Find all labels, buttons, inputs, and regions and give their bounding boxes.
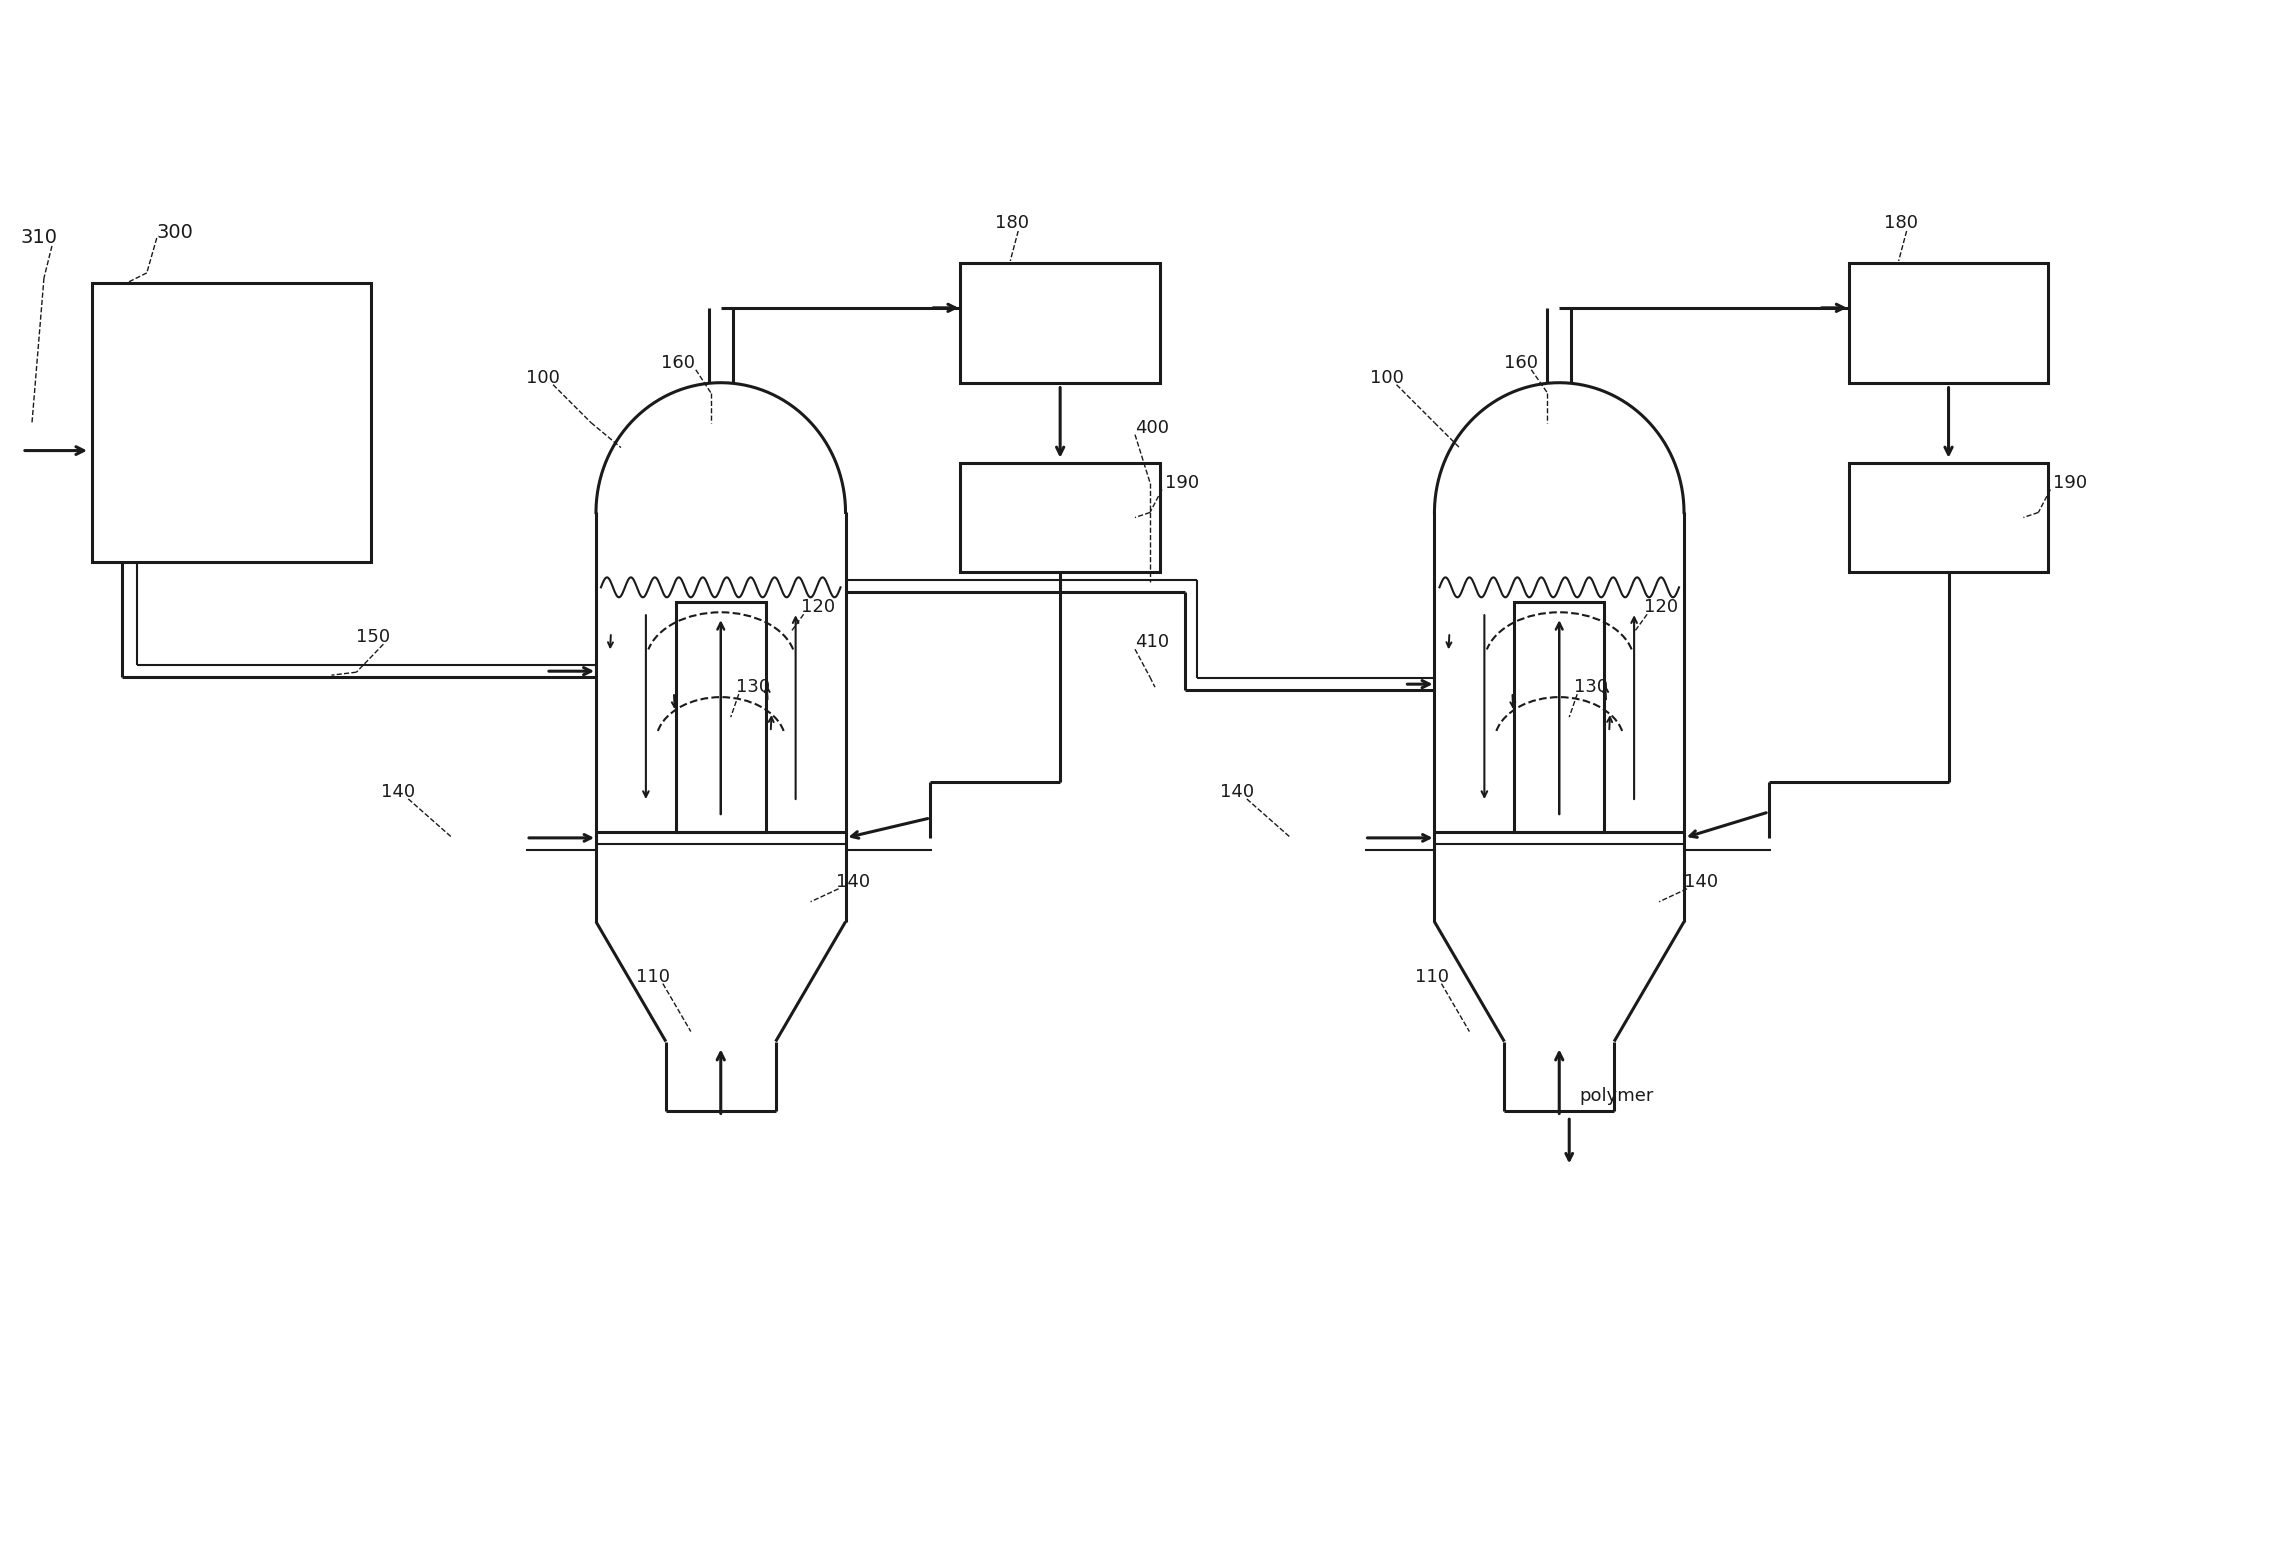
Text: 150: 150: [356, 628, 390, 646]
Text: 300: 300: [157, 224, 194, 242]
Text: 140: 140: [1220, 783, 1255, 800]
Text: 180: 180: [1884, 214, 1918, 231]
Text: 190: 190: [2053, 473, 2087, 492]
Text: 160: 160: [1505, 353, 1537, 372]
Text: 110: 110: [636, 968, 671, 985]
Text: 180: 180: [995, 214, 1029, 231]
Bar: [960, 463, 1161, 572]
Text: 100: 100: [1369, 369, 1403, 387]
Text: 400: 400: [1136, 418, 1168, 436]
Bar: [1515, 603, 1604, 831]
Text: 140: 140: [381, 783, 415, 800]
Text: 110: 110: [1414, 968, 1448, 985]
Bar: [1848, 264, 2048, 382]
Text: 140: 140: [835, 873, 869, 891]
Text: 100: 100: [527, 369, 559, 387]
Text: polymer: polymer: [1578, 1087, 1654, 1106]
Text: 160: 160: [661, 353, 696, 372]
Bar: [91, 282, 372, 563]
Text: 140: 140: [1683, 873, 1718, 891]
Text: 130: 130: [1574, 678, 1608, 695]
Text: 410: 410: [1136, 634, 1170, 651]
Text: 130: 130: [737, 678, 771, 695]
Bar: [960, 264, 1161, 382]
Text: 120: 120: [801, 598, 835, 617]
Bar: [675, 603, 766, 831]
Text: 310: 310: [21, 228, 57, 247]
Bar: [1848, 463, 2048, 572]
Text: 120: 120: [1645, 598, 1679, 617]
Text: 190: 190: [1166, 473, 1200, 492]
